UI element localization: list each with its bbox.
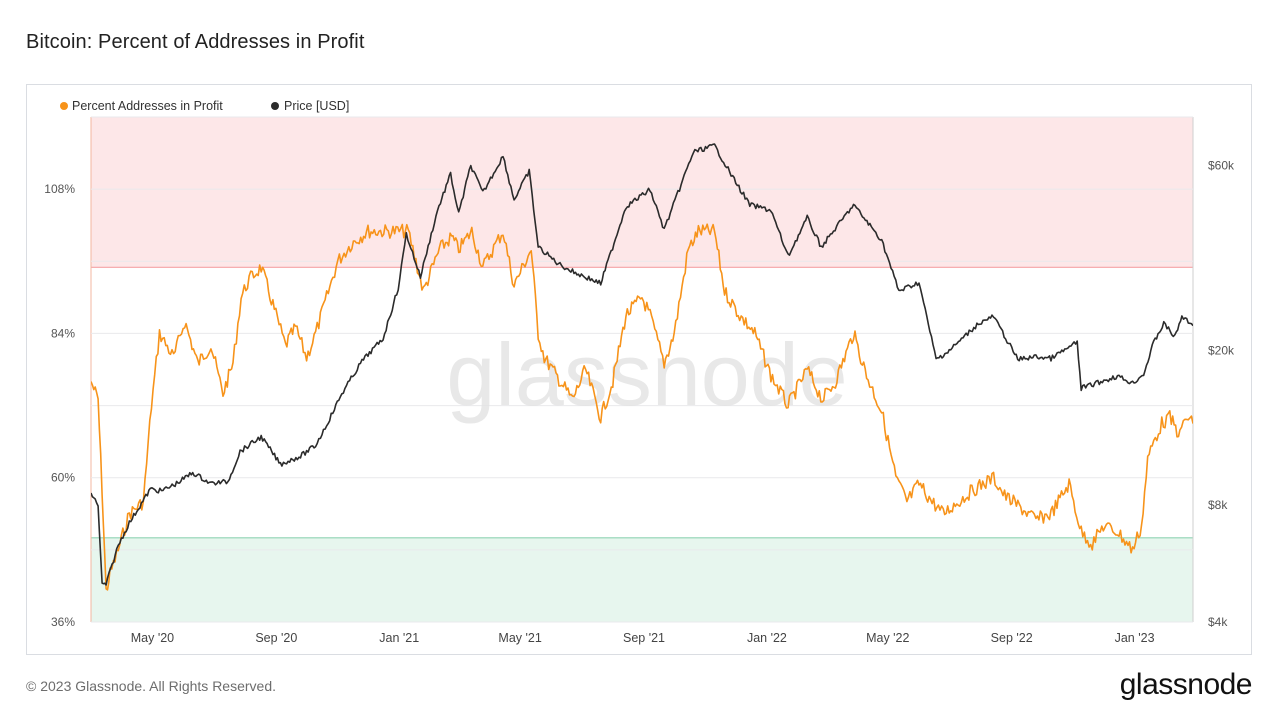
- legend-label-percent: Percent Addresses in Profit: [72, 99, 223, 113]
- x-tick-label: Sep '21: [623, 631, 665, 645]
- percent-in-profit-chart: glassnode 36% 60% 84% 108% $4k $8k $20k $60k M…: [44, 99, 1235, 645]
- x-tick-label: Jan '22: [747, 631, 787, 645]
- x-tick-label: May '20: [131, 631, 174, 645]
- x-tick-label: May '21: [498, 631, 541, 645]
- x-tick-label: Jan '23: [1115, 631, 1155, 645]
- legend-dot-price: [271, 102, 279, 110]
- legend-dot-percent: [60, 102, 68, 110]
- copyright-text: © 2023 Glassnode. All Rights Reserved.: [26, 678, 277, 694]
- x-tick-label: Jan '21: [379, 631, 419, 645]
- right-tick-label: $60k: [1208, 158, 1235, 172]
- x-tick-label: Sep '22: [991, 631, 1033, 645]
- right-tick-label: $8k: [1208, 498, 1228, 512]
- x-tick-label: Sep '20: [255, 631, 297, 645]
- chart-legend: Percent Addresses in Profit Price [USD]: [60, 99, 349, 113]
- series-price-usd: [91, 143, 1193, 586]
- watermark: glassnode: [446, 325, 847, 424]
- left-tick-label: 36%: [51, 615, 75, 629]
- band-high-zone: [91, 117, 1193, 268]
- left-tick-label: 108%: [44, 182, 75, 196]
- page-title: Bitcoin: Percent of Addresses in Profit: [26, 31, 365, 53]
- legend-label-price: Price [USD]: [284, 99, 349, 113]
- x-tick-label: May '22: [866, 631, 909, 645]
- series-percent-addresses-in-profit: [91, 223, 1193, 591]
- left-tick-label: 84%: [51, 326, 75, 340]
- band-low-zone: [91, 537, 1193, 622]
- chart-card: glassnode 36% 60% 84% 108% $4k $8k $20k $60k M…: [26, 84, 1252, 655]
- right-tick-label: $20k: [1208, 344, 1235, 358]
- glassnode-logo[interactable]: glassnode: [1119, 668, 1253, 701]
- right-tick-label: $4k: [1208, 615, 1228, 629]
- left-tick-label: 60%: [51, 471, 75, 485]
